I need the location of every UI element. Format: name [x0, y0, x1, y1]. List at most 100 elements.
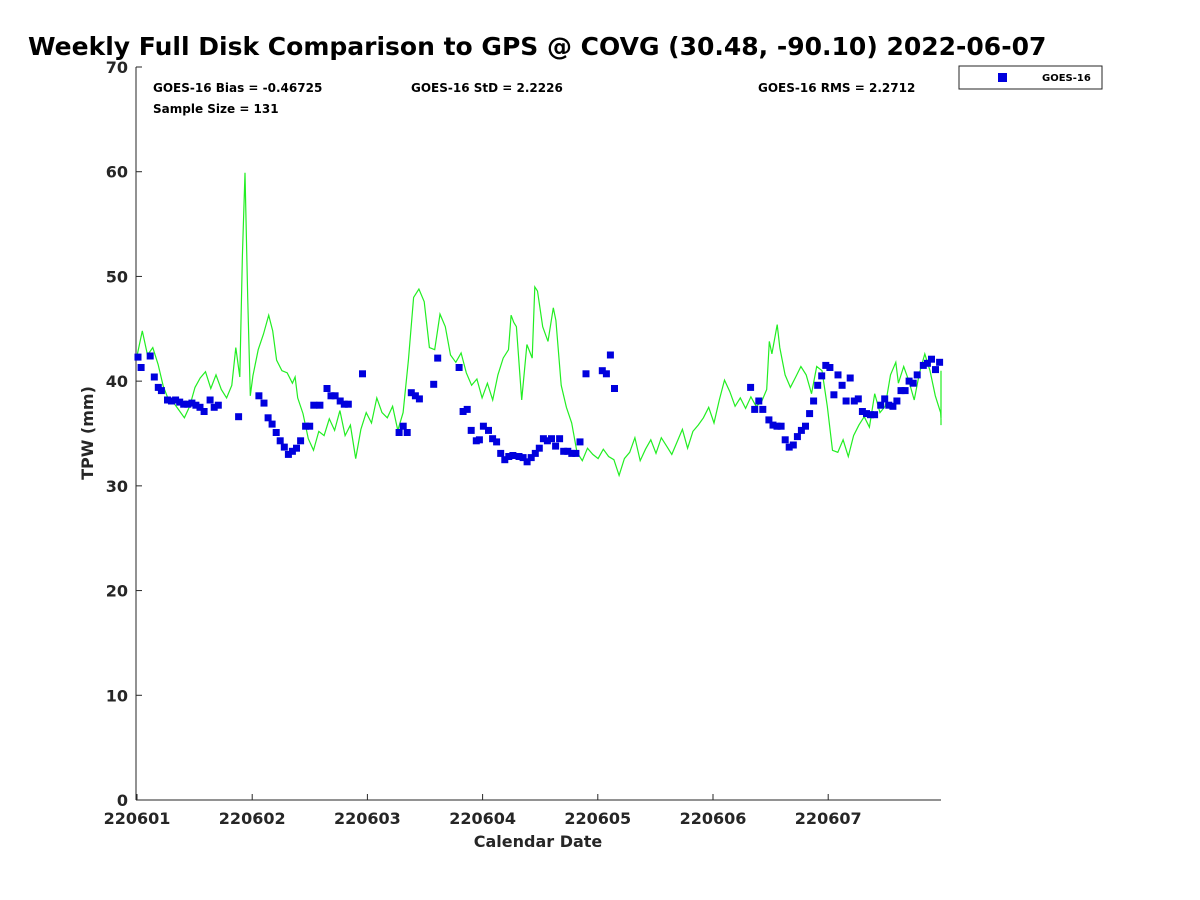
goes-point	[411, 392, 419, 400]
goes-point	[543, 437, 551, 445]
chart-title: Weekly Full Disk Comparison to GPS @ COV…	[28, 32, 1046, 61]
y-tick-label: 30	[106, 477, 128, 496]
goes-point	[272, 429, 280, 436]
goes-point	[606, 351, 614, 359]
goes-point	[560, 447, 568, 455]
goes-point	[164, 396, 171, 404]
goes-point	[235, 413, 243, 421]
x-tick-label: 220601	[104, 809, 171, 828]
goes-point	[359, 370, 366, 378]
goes-point	[434, 354, 442, 362]
goes-point	[146, 352, 154, 360]
goes-point	[172, 396, 180, 404]
goes-point	[180, 400, 188, 408]
goes-point	[881, 395, 889, 403]
goes-point	[192, 401, 200, 409]
goes-point	[196, 403, 204, 411]
goes-point	[552, 442, 560, 450]
x-tick-label: 220607	[795, 809, 862, 828]
goes-point	[602, 370, 610, 378]
goes-point	[475, 436, 483, 444]
goes-point	[747, 383, 755, 391]
x-tick-label: 220602	[219, 809, 286, 828]
goes-point	[188, 399, 196, 407]
goes-point	[210, 403, 218, 411]
y-tick-label: 0	[117, 791, 128, 810]
goes-point	[293, 444, 300, 452]
goes-point	[846, 374, 854, 382]
gps-line	[136, 172, 942, 478]
goes-point	[509, 452, 517, 459]
goes-point	[889, 402, 897, 410]
goes-point	[838, 381, 846, 389]
goes-point	[497, 449, 505, 457]
x-tick-label: 220604	[449, 809, 516, 828]
goes-point	[598, 367, 606, 375]
goes-point	[331, 392, 339, 400]
legend-marker-goes	[998, 73, 1007, 82]
goes-point	[535, 444, 543, 452]
goes-point	[206, 396, 214, 404]
goes-point	[751, 405, 759, 413]
goes-point	[556, 435, 564, 443]
goes-point	[913, 371, 921, 379]
goes-point	[134, 353, 142, 361]
goes-point	[531, 449, 539, 457]
goes-point	[897, 387, 905, 395]
goes-point	[755, 397, 763, 405]
goes-point	[871, 411, 879, 419]
goes-point	[793, 433, 801, 441]
goes-point	[789, 441, 797, 449]
goes-point	[781, 436, 789, 444]
goes-point	[176, 398, 184, 406]
goes-point	[909, 379, 917, 387]
goes-point	[523, 458, 531, 466]
plot-area	[134, 67, 944, 801]
x-tick-label: 220605	[564, 809, 631, 828]
y-tick-label: 10	[106, 686, 128, 705]
goes-point	[150, 373, 158, 381]
goes-point	[276, 437, 284, 445]
goes-point	[806, 410, 814, 418]
goes-point	[302, 422, 310, 430]
goes-point	[485, 426, 492, 434]
goes-point	[797, 426, 805, 434]
y-tick-label: 40	[106, 372, 128, 391]
goes-point	[268, 420, 276, 428]
goes-point	[576, 438, 584, 446]
goes-point	[818, 372, 826, 380]
stat-bias: GOES-16 Bias = -0.46725	[153, 81, 322, 95]
goes-point	[759, 405, 767, 413]
goes-point	[255, 392, 263, 400]
goes-point	[493, 438, 501, 446]
y-tick-label: 60	[106, 163, 128, 182]
goes-point	[858, 408, 866, 415]
goes-point	[323, 385, 331, 392]
goes-point	[310, 401, 318, 409]
goes-point	[501, 456, 509, 464]
goes-point	[430, 380, 438, 388]
goes-point	[336, 397, 344, 405]
y-axis-label: TPW (mm)	[78, 386, 97, 480]
stat-rms: GOES-16 RMS = 2.2712	[758, 81, 915, 95]
stat-std: GOES-16 StD = 2.2226	[411, 81, 563, 95]
goes-point	[340, 400, 348, 408]
goes-point	[785, 443, 793, 451]
goes-point	[572, 449, 580, 457]
goes-point	[822, 361, 830, 369]
goes-point	[877, 401, 885, 409]
legend-box	[958, 65, 1103, 90]
goes-point	[928, 355, 935, 363]
goes-point	[200, 408, 208, 415]
goes-point	[867, 411, 874, 419]
goes-point	[568, 449, 576, 457]
goes-point	[810, 397, 818, 405]
goes-point	[415, 395, 423, 403]
y-ticks: 0 10 20 30 40 50 60 70	[106, 58, 142, 810]
goes-point	[260, 399, 268, 407]
goes-point	[316, 401, 324, 409]
goes-point	[893, 397, 901, 405]
legend-label-goes: GOES-16	[1042, 73, 1091, 84]
goes-point	[489, 435, 497, 443]
